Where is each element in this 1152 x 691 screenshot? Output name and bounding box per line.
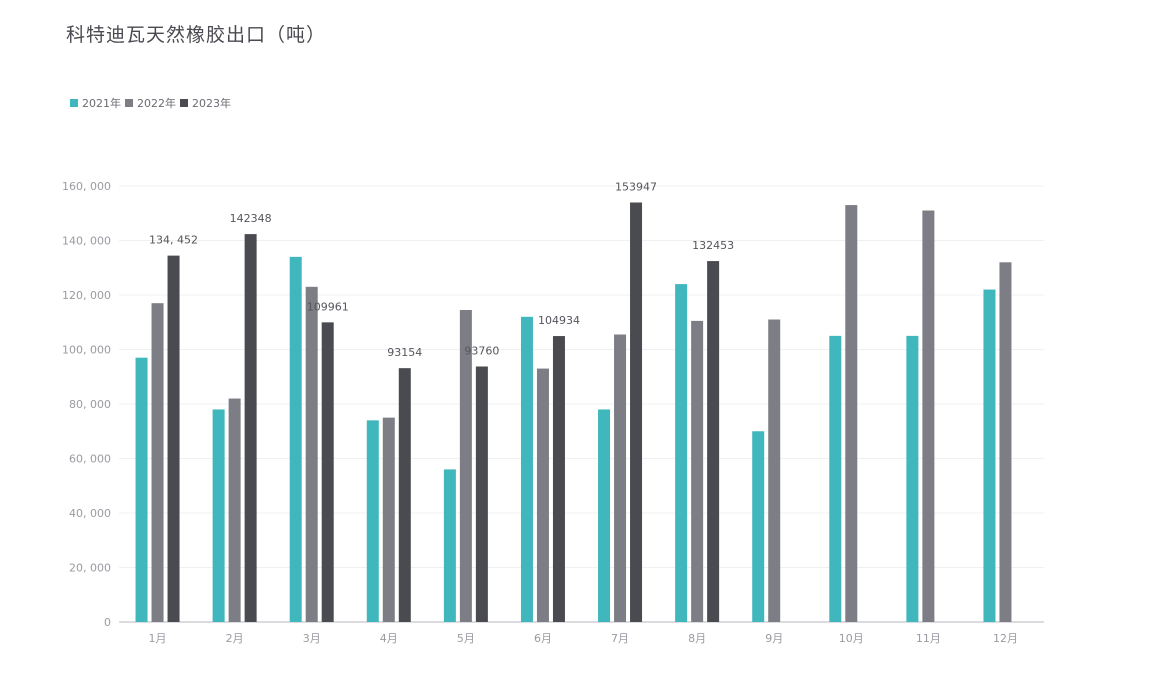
data-label: 132453 bbox=[692, 239, 734, 252]
legend-item-2022[interactable]: 2022年 bbox=[125, 95, 176, 111]
bar-2023年-6月 bbox=[552, 336, 565, 622]
y-tick-label: 140, 000 bbox=[62, 235, 111, 248]
data-label: 109961 bbox=[307, 300, 349, 313]
x-tick-label: 1月 bbox=[149, 632, 167, 645]
legend-label-2022: 2022年 bbox=[137, 97, 176, 110]
y-tick-label: 80, 000 bbox=[69, 398, 111, 411]
bar-2021年-10月 bbox=[829, 335, 842, 622]
x-tick-label: 7月 bbox=[611, 632, 629, 645]
bar-2023年-4月 bbox=[398, 368, 411, 622]
bar-2023年-7月 bbox=[630, 202, 643, 622]
data-label: 153947 bbox=[615, 180, 657, 193]
x-tick-label: 4月 bbox=[380, 632, 398, 645]
bar-2023年-8月 bbox=[707, 261, 720, 622]
bar-2022年-10月 bbox=[845, 205, 858, 622]
data-label: 134, 452 bbox=[149, 234, 198, 247]
bar-2021年-3月 bbox=[289, 256, 302, 622]
bar-2023年-2月 bbox=[244, 234, 257, 623]
bar-2021年-1月 bbox=[135, 357, 148, 622]
bar-2021年-5月 bbox=[443, 469, 456, 622]
x-tick-label: 3月 bbox=[303, 632, 321, 645]
legend-swatch-2022 bbox=[125, 99, 133, 107]
legend-label-2023: 2023年 bbox=[192, 97, 231, 110]
data-label: 104934 bbox=[538, 314, 580, 327]
data-label: 142348 bbox=[230, 212, 272, 225]
bar-2022年-7月 bbox=[614, 334, 627, 622]
x-tick-label: 10月 bbox=[839, 632, 864, 645]
bar-2022年-5月 bbox=[459, 309, 472, 622]
y-tick-label: 40, 000 bbox=[69, 507, 111, 520]
bar-2022年-1月 bbox=[151, 303, 164, 622]
bar-2022年-2月 bbox=[228, 398, 241, 622]
x-tick-label: 9月 bbox=[765, 632, 783, 645]
bar-2021年-11月 bbox=[906, 335, 919, 622]
bar-2021年-4月 bbox=[366, 420, 379, 622]
legend-item-2023[interactable]: 2023年 bbox=[180, 95, 231, 111]
bar-2021年-7月 bbox=[598, 409, 611, 622]
data-label: 93760 bbox=[464, 345, 499, 358]
bar-2022年-3月 bbox=[305, 286, 318, 622]
bar-2022年-11月 bbox=[922, 210, 935, 622]
y-tick-label: 100, 000 bbox=[62, 344, 111, 357]
bar-2021年-9月 bbox=[752, 431, 765, 622]
y-tick-label: 0 bbox=[104, 616, 111, 629]
x-tick-label: 8月 bbox=[688, 632, 706, 645]
bar-2023年-3月 bbox=[321, 322, 334, 622]
bar-2022年-6月 bbox=[536, 368, 549, 622]
x-tick-label: 5月 bbox=[457, 632, 475, 645]
bar-2022年-4月 bbox=[382, 417, 395, 622]
legend-item-2021[interactable]: 2021年 bbox=[70, 95, 121, 111]
bar-2021年-6月 bbox=[520, 316, 533, 622]
legend-swatch-2023 bbox=[180, 99, 188, 107]
bar-2021年-12月 bbox=[983, 289, 996, 622]
x-tick-label: 2月 bbox=[226, 632, 244, 645]
bar-2023年-5月 bbox=[475, 366, 488, 622]
data-label: 93154 bbox=[387, 346, 422, 359]
chart-title: 科特迪瓦天然橡胶出口（吨） bbox=[66, 24, 327, 46]
x-tick-label: 12月 bbox=[993, 632, 1018, 645]
bar-2021年-2月 bbox=[212, 409, 225, 622]
bar-2021年-8月 bbox=[675, 284, 688, 622]
y-tick-label: 20, 000 bbox=[69, 562, 111, 575]
y-tick-label: 160, 000 bbox=[62, 180, 111, 193]
x-tick-label: 11月 bbox=[916, 632, 941, 645]
bar-2022年-12月 bbox=[999, 262, 1012, 622]
bar-2022年-8月 bbox=[691, 320, 704, 622]
bar-2022年-9月 bbox=[768, 319, 781, 622]
legend-label-2021: 2021年 bbox=[82, 97, 121, 110]
bar-2023年-1月 bbox=[167, 255, 180, 623]
legend-swatch-2021 bbox=[70, 99, 78, 107]
y-tick-label: 60, 000 bbox=[69, 453, 111, 466]
legend: 2021年 2022年 2023年 bbox=[70, 95, 235, 111]
x-tick-label: 6月 bbox=[534, 632, 552, 645]
y-tick-label: 120, 000 bbox=[62, 289, 111, 302]
